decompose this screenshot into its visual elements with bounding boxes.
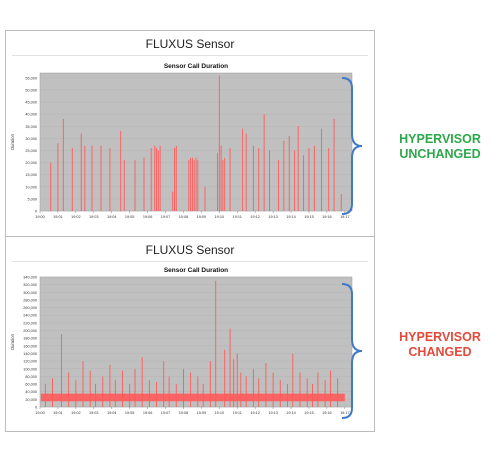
x-tick-label: 19:17 — [340, 411, 350, 415]
x-tick-label: 19:06 — [143, 411, 153, 415]
y-tick-label: 30,000 — [25, 137, 37, 141]
y-tick-label: 40,000 — [25, 390, 37, 394]
plot-area — [39, 276, 353, 408]
y-tick-label: 5,000 — [27, 197, 37, 201]
y-tick-label: 340,000 — [23, 276, 37, 280]
x-tick-label: 19:10 — [215, 411, 225, 415]
title-divider — [12, 55, 368, 56]
x-tick-label: 19:10 — [215, 215, 225, 219]
title-divider — [12, 261, 368, 262]
label-line: UNCHANGED — [399, 147, 481, 161]
chart-window-changed: FLUXUS Sensor Sensor Call Duration 0 20,00… — [5, 236, 375, 432]
x-tick-label: 19:01 — [53, 215, 63, 219]
label-line: HYPERVISOR — [399, 330, 481, 344]
baseline-band — [40, 393, 345, 402]
x-tick-label: 19:04 — [107, 411, 117, 415]
y-tick-label: 35,000 — [25, 125, 37, 129]
y-axis-label: Duration — [10, 133, 15, 149]
x-tick-label: 19:17 — [340, 215, 350, 219]
y-tick-label: 140,000 — [23, 352, 37, 356]
y-tick-label: 180,000 — [23, 337, 37, 341]
y-tick-label: 200,000 — [23, 329, 37, 333]
y-tick-label: 20,000 — [25, 398, 37, 402]
x-tick-label: 19:06 — [143, 215, 153, 219]
x-tick-label: 19:07 — [161, 215, 171, 219]
x-tick-label: 19:01 — [53, 411, 63, 415]
x-tick-label: 19:14 — [286, 215, 296, 219]
chart-hypervisor-unchanged: Sensor Call Duration 0 5,000 10,000 15,000 20… — [10, 63, 353, 219]
y-tick-label: 25,000 — [25, 149, 37, 153]
y-tick-label: 240,000 — [23, 314, 37, 318]
chart-window-unchanged: FLUXUS Sensor Sensor Call Duration 0 5,000… — [5, 30, 375, 238]
x-tick-label: 19:13 — [268, 215, 278, 219]
x-tick-label: 19:07 — [161, 411, 171, 415]
x-tick-label: 19:05 — [125, 215, 135, 219]
y-tick-label: 260,000 — [23, 306, 37, 310]
x-tick-label: 19:04 — [107, 215, 117, 219]
x-tick-label: 19:11 — [233, 215, 242, 219]
x-tick-label: 19:05 — [125, 411, 135, 415]
label-line: HYPERVISOR — [399, 132, 481, 146]
hypervisor-unchanged-label: HYPERVISOR UNCHANGED — [385, 132, 495, 162]
y-tick-label: 60,000 — [25, 383, 37, 387]
x-tick-label: 19:16 — [322, 215, 332, 219]
x-tick-label: 19:00 — [35, 215, 45, 219]
x-tick-label: 19:11 — [233, 411, 242, 415]
x-tick-label: 19:13 — [268, 411, 278, 415]
x-tick-label: 19:09 — [197, 411, 207, 415]
y-tick-label: 15,000 — [25, 173, 37, 177]
window-title: FLUXUS Sensor — [145, 243, 235, 257]
x-tick-label: 19:16 — [322, 411, 332, 415]
x-tick-label: 19:08 — [179, 411, 189, 415]
x-tick-label: 19:14 — [286, 411, 296, 415]
y-tick-label: 100,000 — [23, 367, 37, 371]
x-tick-label: 19:15 — [304, 411, 314, 415]
y-tick-label: 45,000 — [25, 101, 37, 105]
window-title: FLUXUS Sensor — [145, 37, 235, 51]
y-tick-label: 40,000 — [25, 113, 37, 117]
x-tick-label: 19:12 — [250, 215, 260, 219]
y-tick-label: 20,000 — [25, 161, 37, 165]
x-tick-label: 19:08 — [179, 215, 189, 219]
y-tick-label: 220,000 — [23, 321, 37, 325]
y-tick-label: 50,000 — [25, 88, 37, 92]
right-brace-icon — [341, 77, 363, 215]
y-tick-label: 160,000 — [23, 344, 37, 348]
y-tick-label: 300,000 — [23, 291, 37, 295]
x-tick-label: 19:03 — [89, 411, 99, 415]
label-line: CHANGED — [408, 345, 472, 359]
y-tick-label: 280,000 — [23, 298, 37, 302]
y-tick-label: 320,000 — [23, 283, 37, 287]
y-tick-label: 0 — [35, 406, 37, 410]
x-tick-label: 19:00 — [35, 411, 45, 415]
chart-title: Sensor Call Duration — [164, 63, 228, 70]
chart-title: Sensor Call Duration — [164, 267, 228, 274]
x-tick-label: 19:12 — [250, 411, 260, 415]
x-tick-label: 19:15 — [304, 215, 314, 219]
y-tick-label: 120,000 — [23, 360, 37, 364]
hypervisor-changed-label: HYPERVISOR CHANGED — [385, 330, 495, 360]
x-tick-label: 19:09 — [197, 215, 207, 219]
y-tick-label: 10,000 — [25, 185, 37, 189]
y-axis-label: Duration — [10, 333, 15, 349]
right-brace-icon — [341, 283, 363, 419]
y-tick-label: 0 — [35, 210, 37, 214]
x-tick-label: 19:02 — [71, 411, 81, 415]
x-tick-label: 19:02 — [71, 215, 81, 219]
y-tick-label: 55,000 — [25, 76, 37, 80]
x-tick-label: 19:03 — [89, 215, 99, 219]
y-tick-label: 80,000 — [25, 375, 37, 379]
chart-hypervisor-changed: Sensor Call Duration 0 20,000 40,000 60,000 8… — [10, 267, 353, 415]
